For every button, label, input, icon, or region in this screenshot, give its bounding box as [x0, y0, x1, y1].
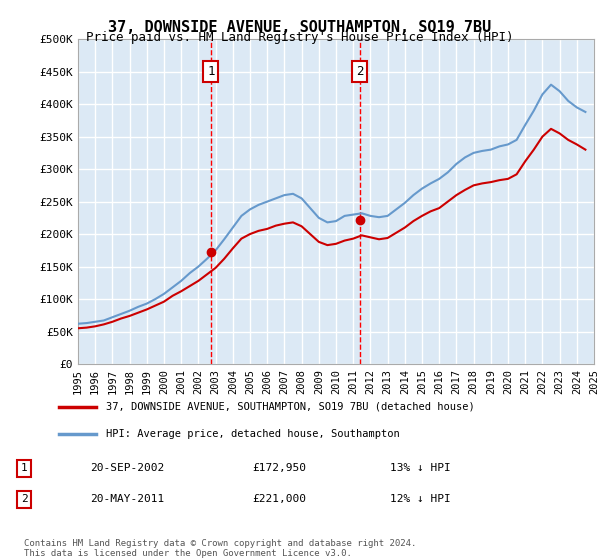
- Text: Price paid vs. HM Land Registry's House Price Index (HPI): Price paid vs. HM Land Registry's House …: [86, 31, 514, 44]
- Text: 1: 1: [20, 463, 28, 473]
- Text: 12% ↓ HPI: 12% ↓ HPI: [390, 494, 451, 505]
- Text: 13% ↓ HPI: 13% ↓ HPI: [390, 463, 451, 473]
- Text: 1: 1: [207, 65, 215, 78]
- Text: HPI: Average price, detached house, Southampton: HPI: Average price, detached house, Sout…: [106, 430, 400, 440]
- Text: £221,000: £221,000: [252, 494, 306, 505]
- Text: £172,950: £172,950: [252, 463, 306, 473]
- Text: 20-MAY-2011: 20-MAY-2011: [90, 494, 164, 505]
- Text: 37, DOWNSIDE AVENUE, SOUTHAMPTON, SO19 7BU: 37, DOWNSIDE AVENUE, SOUTHAMPTON, SO19 7…: [109, 20, 491, 35]
- Text: Contains HM Land Registry data © Crown copyright and database right 2024.
This d: Contains HM Land Registry data © Crown c…: [24, 539, 416, 558]
- Text: 37, DOWNSIDE AVENUE, SOUTHAMPTON, SO19 7BU (detached house): 37, DOWNSIDE AVENUE, SOUTHAMPTON, SO19 7…: [106, 402, 475, 412]
- Text: 2: 2: [356, 65, 364, 78]
- Text: 2: 2: [20, 494, 28, 505]
- Text: 20-SEP-2002: 20-SEP-2002: [90, 463, 164, 473]
